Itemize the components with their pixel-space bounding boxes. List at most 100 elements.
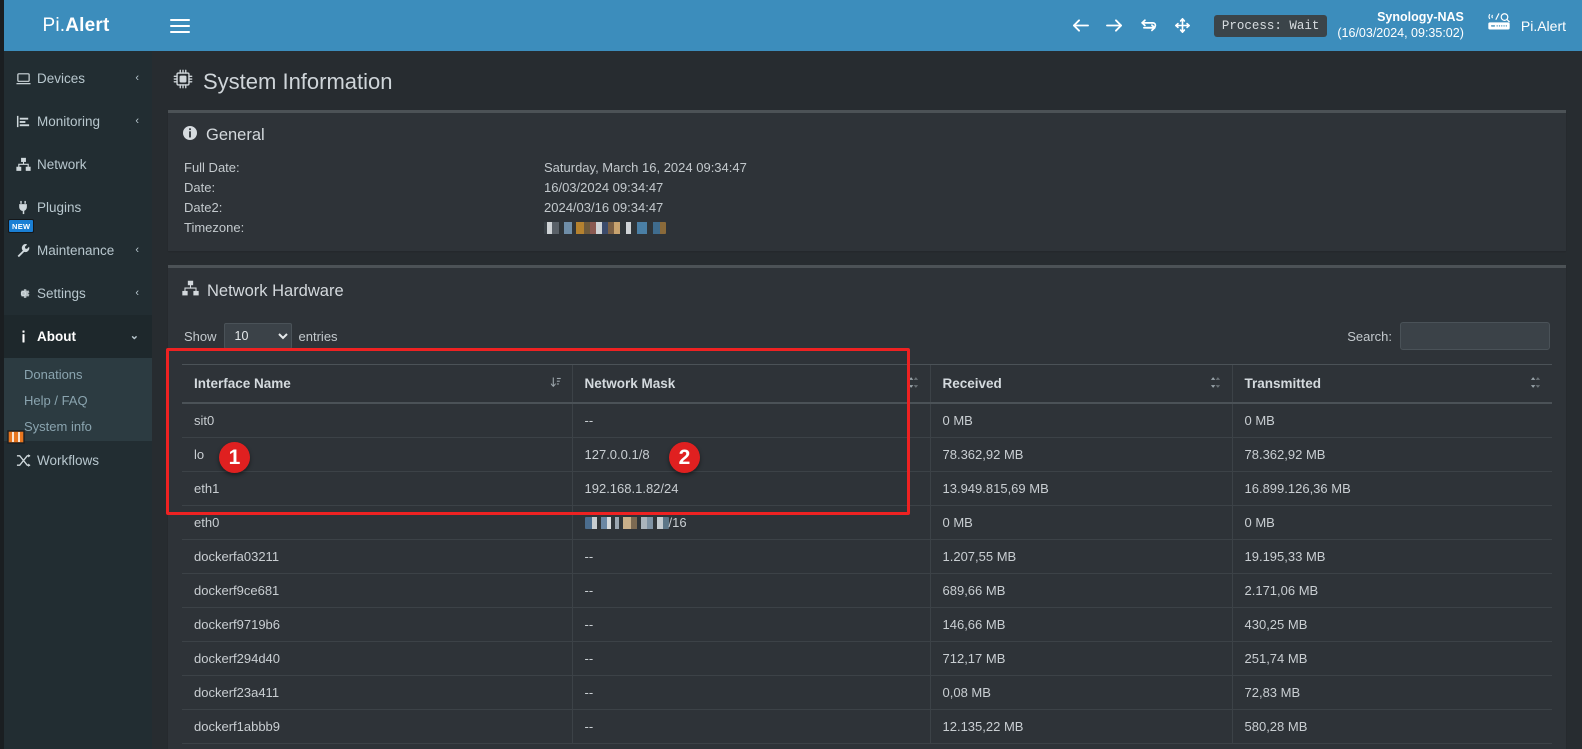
sidebar-item-plugins[interactable]: Plugins <box>0 186 152 229</box>
cell-received: 0 MB <box>929 403 1232 438</box>
chevron-left-icon: ‹ <box>135 72 139 84</box>
column-header-network-mask[interactable]: Network Mask <box>571 364 930 404</box>
sidebar-item-settings[interactable]: Settings ‹ <box>0 272 152 315</box>
brand-logo[interactable]: Pi. Alert <box>0 0 152 51</box>
cell-received: 78.362,92 MB <box>929 437 1232 472</box>
cell-received: 1.207,55 MB <box>929 539 1232 574</box>
plug-icon <box>16 200 37 215</box>
table-row[interactable]: sit0 -- 0 MB 0 MB <box>182 403 1552 438</box>
chart-bar-icon <box>16 114 37 129</box>
cell-transmitted: 0 MB <box>1231 403 1552 438</box>
cell-transmitted: 19.195,33 MB <box>1231 539 1552 574</box>
sidebar: Pi. Alert Devices ‹ Monitoring ‹ <box>0 0 152 749</box>
sidebar-subitem-donations[interactable]: Donations <box>0 361 152 387</box>
general-value-timezone-redacted <box>544 220 1552 235</box>
cell-network-mask: -- <box>571 607 930 642</box>
top-navbar: Process: Wait Synology-NAS (16/03/2024, … <box>152 0 1582 51</box>
construction-marker-icon <box>7 429 25 445</box>
cell-network-mask: -- <box>571 573 930 608</box>
table-row[interactable]: lo 127.0.0.1/8 78.362,92 MB 78.362,92 MB <box>182 437 1552 472</box>
table-row[interactable]: dockerfa03211 -- 1.207,55 MB 19.195,33 M… <box>182 539 1552 574</box>
entries-per-page-select[interactable]: 10 25 50 100 <box>223 323 292 349</box>
column-header-interface-name[interactable]: Interface Name <box>182 364 572 404</box>
redaction-blocks <box>584 517 669 529</box>
cell-network-mask-suffix: /16 <box>668 515 687 530</box>
cell-received: 0,08 MB <box>929 675 1232 710</box>
sidebar-item-maintenance[interactable]: NEW Maintenance ‹ <box>0 219 152 272</box>
move-arrows-icon[interactable] <box>1166 9 1200 43</box>
cell-transmitted: 251,74 MB <box>1231 641 1552 676</box>
general-info-grid: Full Date: Saturday, March 16, 2024 09:3… <box>182 160 1552 235</box>
network-hardware-box-header: Network Hardware <box>168 268 1566 310</box>
datatable-footer: Showing 1 to 10 of 75 entries Previous 1… <box>182 744 1552 749</box>
general-key-full-date: Full Date: <box>184 160 240 175</box>
table-row[interactable]: dockerf294d40 -- 712,17 MB 251,74 MB <box>182 641 1552 676</box>
sidebar-item-label: Settings <box>37 286 86 301</box>
sidebar-subitem-system-info[interactable]: System info <box>0 413 152 439</box>
brand-text-bold: Alert <box>65 14 110 36</box>
arrow-left-icon[interactable] <box>1064 9 1098 43</box>
sidebar-item-workflows[interactable]: Workflows <box>0 430 152 479</box>
new-badge: NEW <box>8 219 35 233</box>
cell-transmitted: 16.899.126,36 MB <box>1231 471 1552 506</box>
table-head: Interface Name Network Mask <box>182 364 1552 404</box>
sidebar-item-label: Plugins <box>37 200 82 215</box>
datatable-controls: Show 10 25 50 100 entries Search: <box>182 316 1552 364</box>
cell-interface-name: sit0 <box>182 403 572 438</box>
column-label: Transmitted <box>1244 376 1322 391</box>
cell-interface-name: dockerfa03211 <box>182 539 572 574</box>
sidebar-subitem-help-faq[interactable]: Help / FAQ <box>0 387 152 413</box>
arrow-right-icon[interactable] <box>1098 9 1132 43</box>
page-title: System Information <box>168 61 1566 110</box>
column-header-received[interactable]: Received <box>929 364 1232 404</box>
host-timestamp: (16/03/2024, 09:35:02) <box>1337 25 1464 40</box>
network-hardware-table: Interface Name Network Mask <box>182 364 1552 744</box>
search-input[interactable] <box>1400 322 1550 350</box>
sort-both-icon <box>1210 376 1221 392</box>
general-value-date: 16/03/2024 09:34:47 <box>544 180 664 195</box>
general-key-timezone: Timezone: <box>184 220 245 235</box>
general-box: General Full Date: Saturday, March 16, 2… <box>168 110 1566 251</box>
sidebar-nav: Devices ‹ Monitoring ‹ Network <box>0 51 152 479</box>
column-header-transmitted[interactable]: Transmitted <box>1231 364 1552 404</box>
sidebar-item-network[interactable]: Network <box>0 143 152 186</box>
table-row[interactable]: dockerf1abbb9 -- 12.135,22 MB 580,28 MB <box>182 709 1552 744</box>
table-row[interactable]: dockerf9ce681 -- 689,66 MB 2.171,06 MB <box>182 573 1552 608</box>
cell-interface-name: dockerf1abbb9 <box>182 709 572 744</box>
table-row[interactable]: dockerf23a411 -- 0,08 MB 72,83 MB <box>182 675 1552 710</box>
table-header-row: Interface Name Network Mask <box>182 364 1552 404</box>
hamburger-icon[interactable] <box>170 15 190 37</box>
cell-interface-name: lo <box>182 437 572 472</box>
network-hardware-box: Network Hardware Show 10 25 50 100 <box>168 265 1566 749</box>
host-name: Synology-NAS <box>1377 9 1464 24</box>
sidebar-item-monitoring[interactable]: Monitoring ‹ <box>0 100 152 143</box>
cell-interface-name: dockerf23a411 <box>182 675 572 710</box>
table-row[interactable]: eth1 192.168.1.82/24 13.949.815,69 MB 16… <box>182 471 1552 506</box>
cell-interface-name: dockerf294d40 <box>182 641 572 676</box>
app-logo-text: Pi.Alert <box>1520 17 1566 34</box>
sort-both-icon <box>908 376 919 392</box>
sitemap-icon <box>16 157 37 172</box>
table-row[interactable]: dockerf9719b6 -- 146,66 MB 430,25 MB <box>182 607 1552 642</box>
column-label: Received <box>942 376 1002 391</box>
sidebar-item-devices[interactable]: Devices ‹ <box>0 57 152 100</box>
table-row[interactable]: eth0 /16 0 MB 0 MB <box>182 505 1552 540</box>
refresh-icon[interactable] <box>1132 9 1166 43</box>
wrench-icon <box>16 243 37 258</box>
cell-transmitted: 430,25 MB <box>1231 607 1552 642</box>
entries-label: entries <box>298 328 338 344</box>
column-label: Network Mask <box>584 376 676 391</box>
app-logo-link[interactable]: Pi.Alert <box>1478 12 1566 39</box>
cell-transmitted: 0 MB <box>1231 505 1552 540</box>
top-navbar-right: Process: Wait Synology-NAS (16/03/2024, … <box>1064 9 1566 43</box>
cell-network-mask: 192.168.1.82/24 <box>571 471 930 506</box>
chevron-down-icon: ⌄ <box>129 330 139 342</box>
sort-desc-icon <box>550 376 561 392</box>
cell-network-mask: -- <box>571 709 930 744</box>
cell-network-mask: 127.0.0.1/8 <box>571 437 930 472</box>
cell-interface-name: dockerf9ce681 <box>182 573 572 608</box>
cell-received: 712,17 MB <box>929 641 1232 676</box>
sidebar-item-about[interactable]: About ⌄ <box>0 315 152 358</box>
cell-interface-name: eth1 <box>182 471 572 506</box>
